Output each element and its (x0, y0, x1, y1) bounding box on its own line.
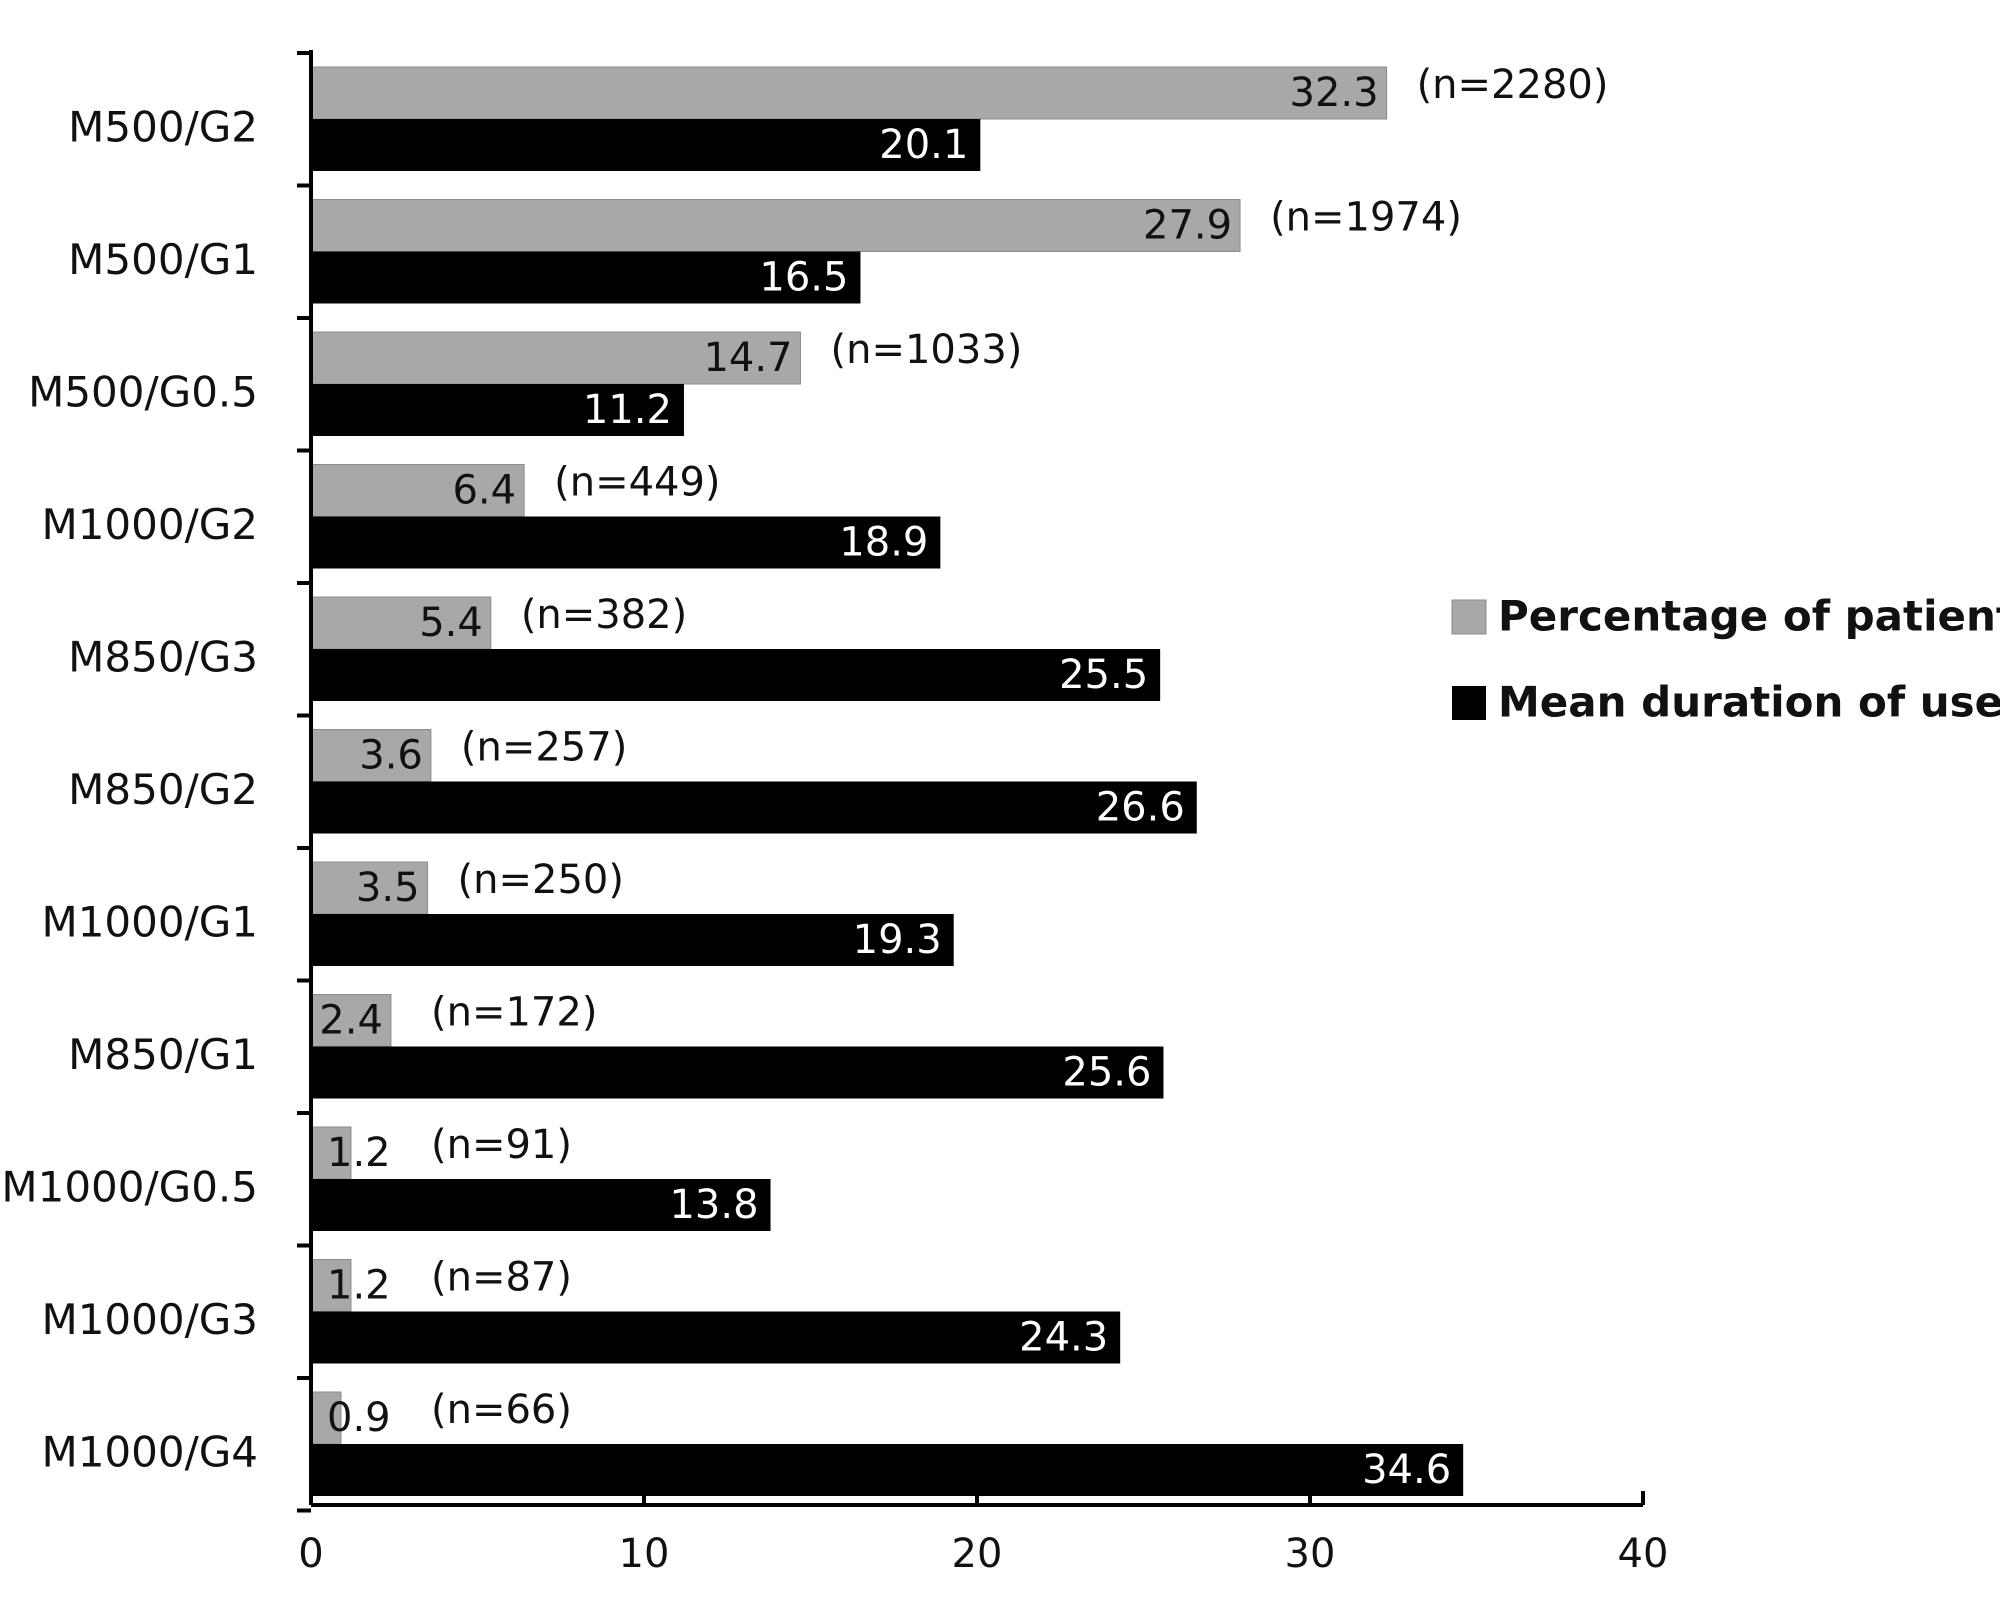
legend-swatch-1 (1452, 686, 1486, 720)
data-label-duration: 11.2 (583, 387, 672, 433)
data-label-percentage: 14.7 (703, 335, 792, 381)
sample-size-annotation: (n=1974) (1270, 195, 1462, 241)
sample-size-annotation: (n=2280) (1417, 62, 1609, 108)
sample-size-annotation: (n=449) (554, 460, 720, 506)
data-label-percentage: 32.3 (1290, 70, 1379, 116)
bar-percentage-10 (310, 1391, 342, 1445)
data-label-duration: 19.3 (853, 917, 942, 963)
bar-percentage-7 (310, 994, 392, 1047)
x-tick-label: 40 (1618, 1531, 1669, 1577)
data-label-percentage: 6.4 (452, 468, 516, 514)
bar-duration-7 (311, 1046, 1164, 1099)
data-label-percentage: 27.9 (1143, 203, 1232, 249)
category-label: M1000/G3 (41, 1295, 258, 1344)
category-label: M1000/G4 (41, 1428, 258, 1477)
data-label-duration: 16.5 (759, 255, 848, 301)
data-label-duration: 18.9 (839, 520, 928, 566)
category-label: M850/G2 (68, 765, 258, 814)
data-label-percentage: 1.2 (327, 1263, 391, 1309)
data-label-duration: 25.6 (1062, 1050, 1151, 1096)
legend-swatch-0 (1451, 599, 1487, 635)
data-label-duration: 13.8 (669, 1182, 758, 1228)
data-label-percentage: 5.4 (419, 600, 483, 646)
x-tick-label: 30 (1285, 1531, 1336, 1577)
sample-size-annotation: (n=1033) (831, 327, 1023, 373)
bar-duration-9 (311, 1311, 1121, 1364)
bar-duration-5 (311, 781, 1197, 834)
bar-duration-4 (311, 649, 1161, 701)
category-label: M1000/G0.5 (1, 1163, 258, 1212)
bar-duration-10 (311, 1444, 1464, 1496)
data-label-duration: 20.1 (879, 122, 968, 168)
sample-size-annotation: (n=87) (431, 1255, 572, 1301)
bar-percentage-0 (310, 66, 1388, 120)
category-label: M500/G2 (68, 103, 258, 152)
labels-group: M500/G2 32.3 20.1 (n=2280) M500/G1 27.9 16.5 (n… (1, 62, 1608, 1493)
sample-size-annotation: (n=382) (521, 592, 687, 638)
data-label-percentage: 3.5 (356, 865, 420, 911)
axes-group: 0 10 20 30 40 (297, 50, 1668, 1577)
data-label-duration: 25.5 (1059, 652, 1148, 698)
data-label-percentage: 1.2 (327, 1130, 391, 1176)
sample-size-annotation: (n=66) (431, 1387, 572, 1433)
category-label: M500/G1 (68, 235, 258, 284)
x-tick-label: 0 (298, 1531, 323, 1577)
sample-size-annotation: (n=250) (458, 857, 624, 903)
bar-duration-6 (311, 914, 954, 966)
sample-size-annotation: (n=172) (431, 990, 597, 1036)
data-label-duration: 24.3 (1019, 1315, 1108, 1361)
data-label-percentage: 0.9 (327, 1395, 391, 1441)
sample-size-annotation: (n=257) (461, 725, 627, 771)
bar-percentage-6 (310, 861, 429, 915)
bar-duration-8 (311, 1179, 771, 1231)
legend-label: Percentage of patients (1498, 592, 2000, 641)
legend: Percentage of patients Mean duration of u… (1451, 592, 2000, 727)
data-label-percentage: 2.4 (319, 998, 383, 1044)
category-label: M850/G1 (68, 1030, 258, 1079)
bar-percentage-8 (310, 1126, 352, 1180)
legend-label: Mean duration of use (1498, 678, 2000, 727)
bar-percentage-1 (310, 199, 1241, 252)
data-label-duration: 34.6 (1362, 1447, 1451, 1493)
x-tick-label: 20 (952, 1531, 1003, 1577)
category-label: M1000/G2 (41, 500, 258, 549)
bar-duration-1 (311, 251, 861, 304)
bar-duration-3 (311, 516, 941, 569)
bars-group (310, 66, 1464, 1496)
sample-size-annotation: (n=91) (431, 1122, 572, 1168)
x-tick-label: 10 (619, 1531, 670, 1577)
bar-percentage-2 (310, 331, 802, 385)
category-label: M1000/G1 (41, 898, 258, 947)
category-label: M850/G3 (68, 633, 258, 682)
bar-duration-2 (311, 384, 684, 436)
category-label: M500/G0.5 (28, 368, 258, 417)
data-label-duration: 26.6 (1096, 785, 1185, 831)
data-label-percentage: 3.6 (359, 733, 423, 779)
bar-duration-0 (311, 119, 981, 171)
